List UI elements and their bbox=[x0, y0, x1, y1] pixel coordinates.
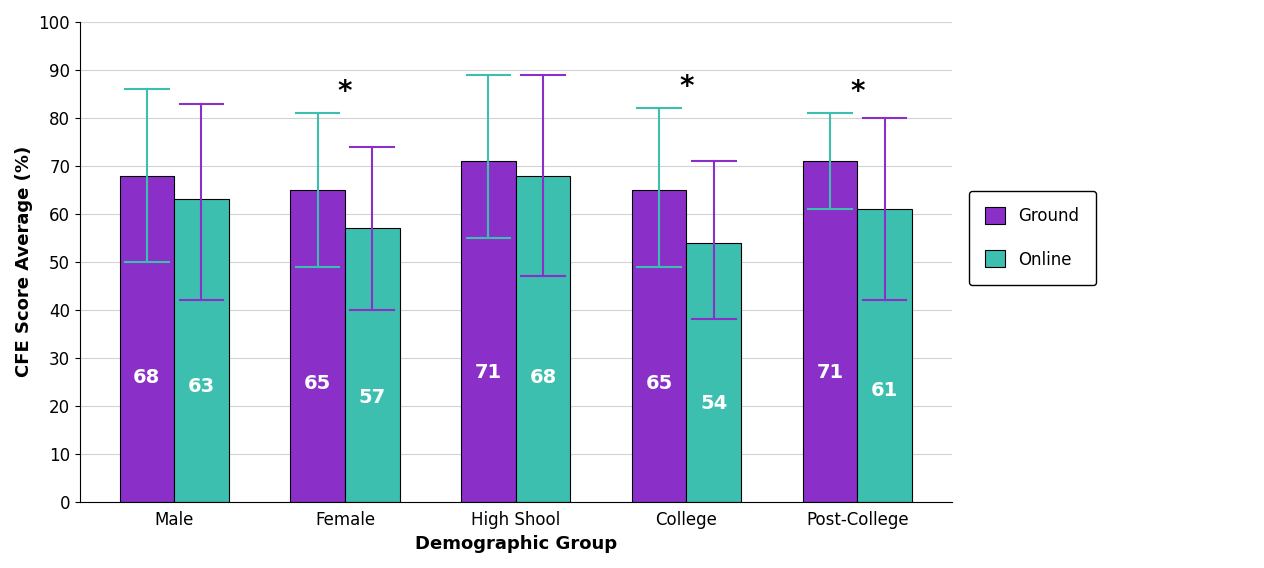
Bar bbox=[120, 176, 174, 502]
Legend: Ground, Online: Ground, Online bbox=[968, 190, 1096, 285]
Bar bbox=[516, 176, 570, 502]
Y-axis label: CFE Score Average (%): CFE Score Average (%) bbox=[15, 146, 33, 378]
Text: 54: 54 bbox=[700, 394, 728, 413]
Text: 65: 65 bbox=[305, 374, 331, 392]
Bar bbox=[174, 199, 229, 502]
Bar bbox=[803, 161, 857, 502]
Bar bbox=[857, 209, 911, 502]
X-axis label: Demographic Group: Demographic Group bbox=[415, 535, 617, 553]
Text: 71: 71 bbox=[817, 363, 843, 382]
Bar bbox=[345, 228, 399, 502]
Bar bbox=[291, 190, 345, 502]
Text: 65: 65 bbox=[646, 374, 672, 392]
Text: *: * bbox=[679, 73, 694, 101]
Text: *: * bbox=[337, 78, 353, 106]
Text: 68: 68 bbox=[530, 368, 556, 387]
Text: 57: 57 bbox=[359, 389, 386, 407]
Text: 63: 63 bbox=[188, 377, 215, 396]
Text: 61: 61 bbox=[871, 381, 899, 400]
Bar bbox=[632, 190, 686, 502]
Text: *: * bbox=[849, 78, 865, 106]
Bar bbox=[461, 161, 516, 502]
Text: 68: 68 bbox=[133, 368, 161, 387]
Bar bbox=[686, 243, 741, 502]
Text: 71: 71 bbox=[475, 363, 502, 382]
